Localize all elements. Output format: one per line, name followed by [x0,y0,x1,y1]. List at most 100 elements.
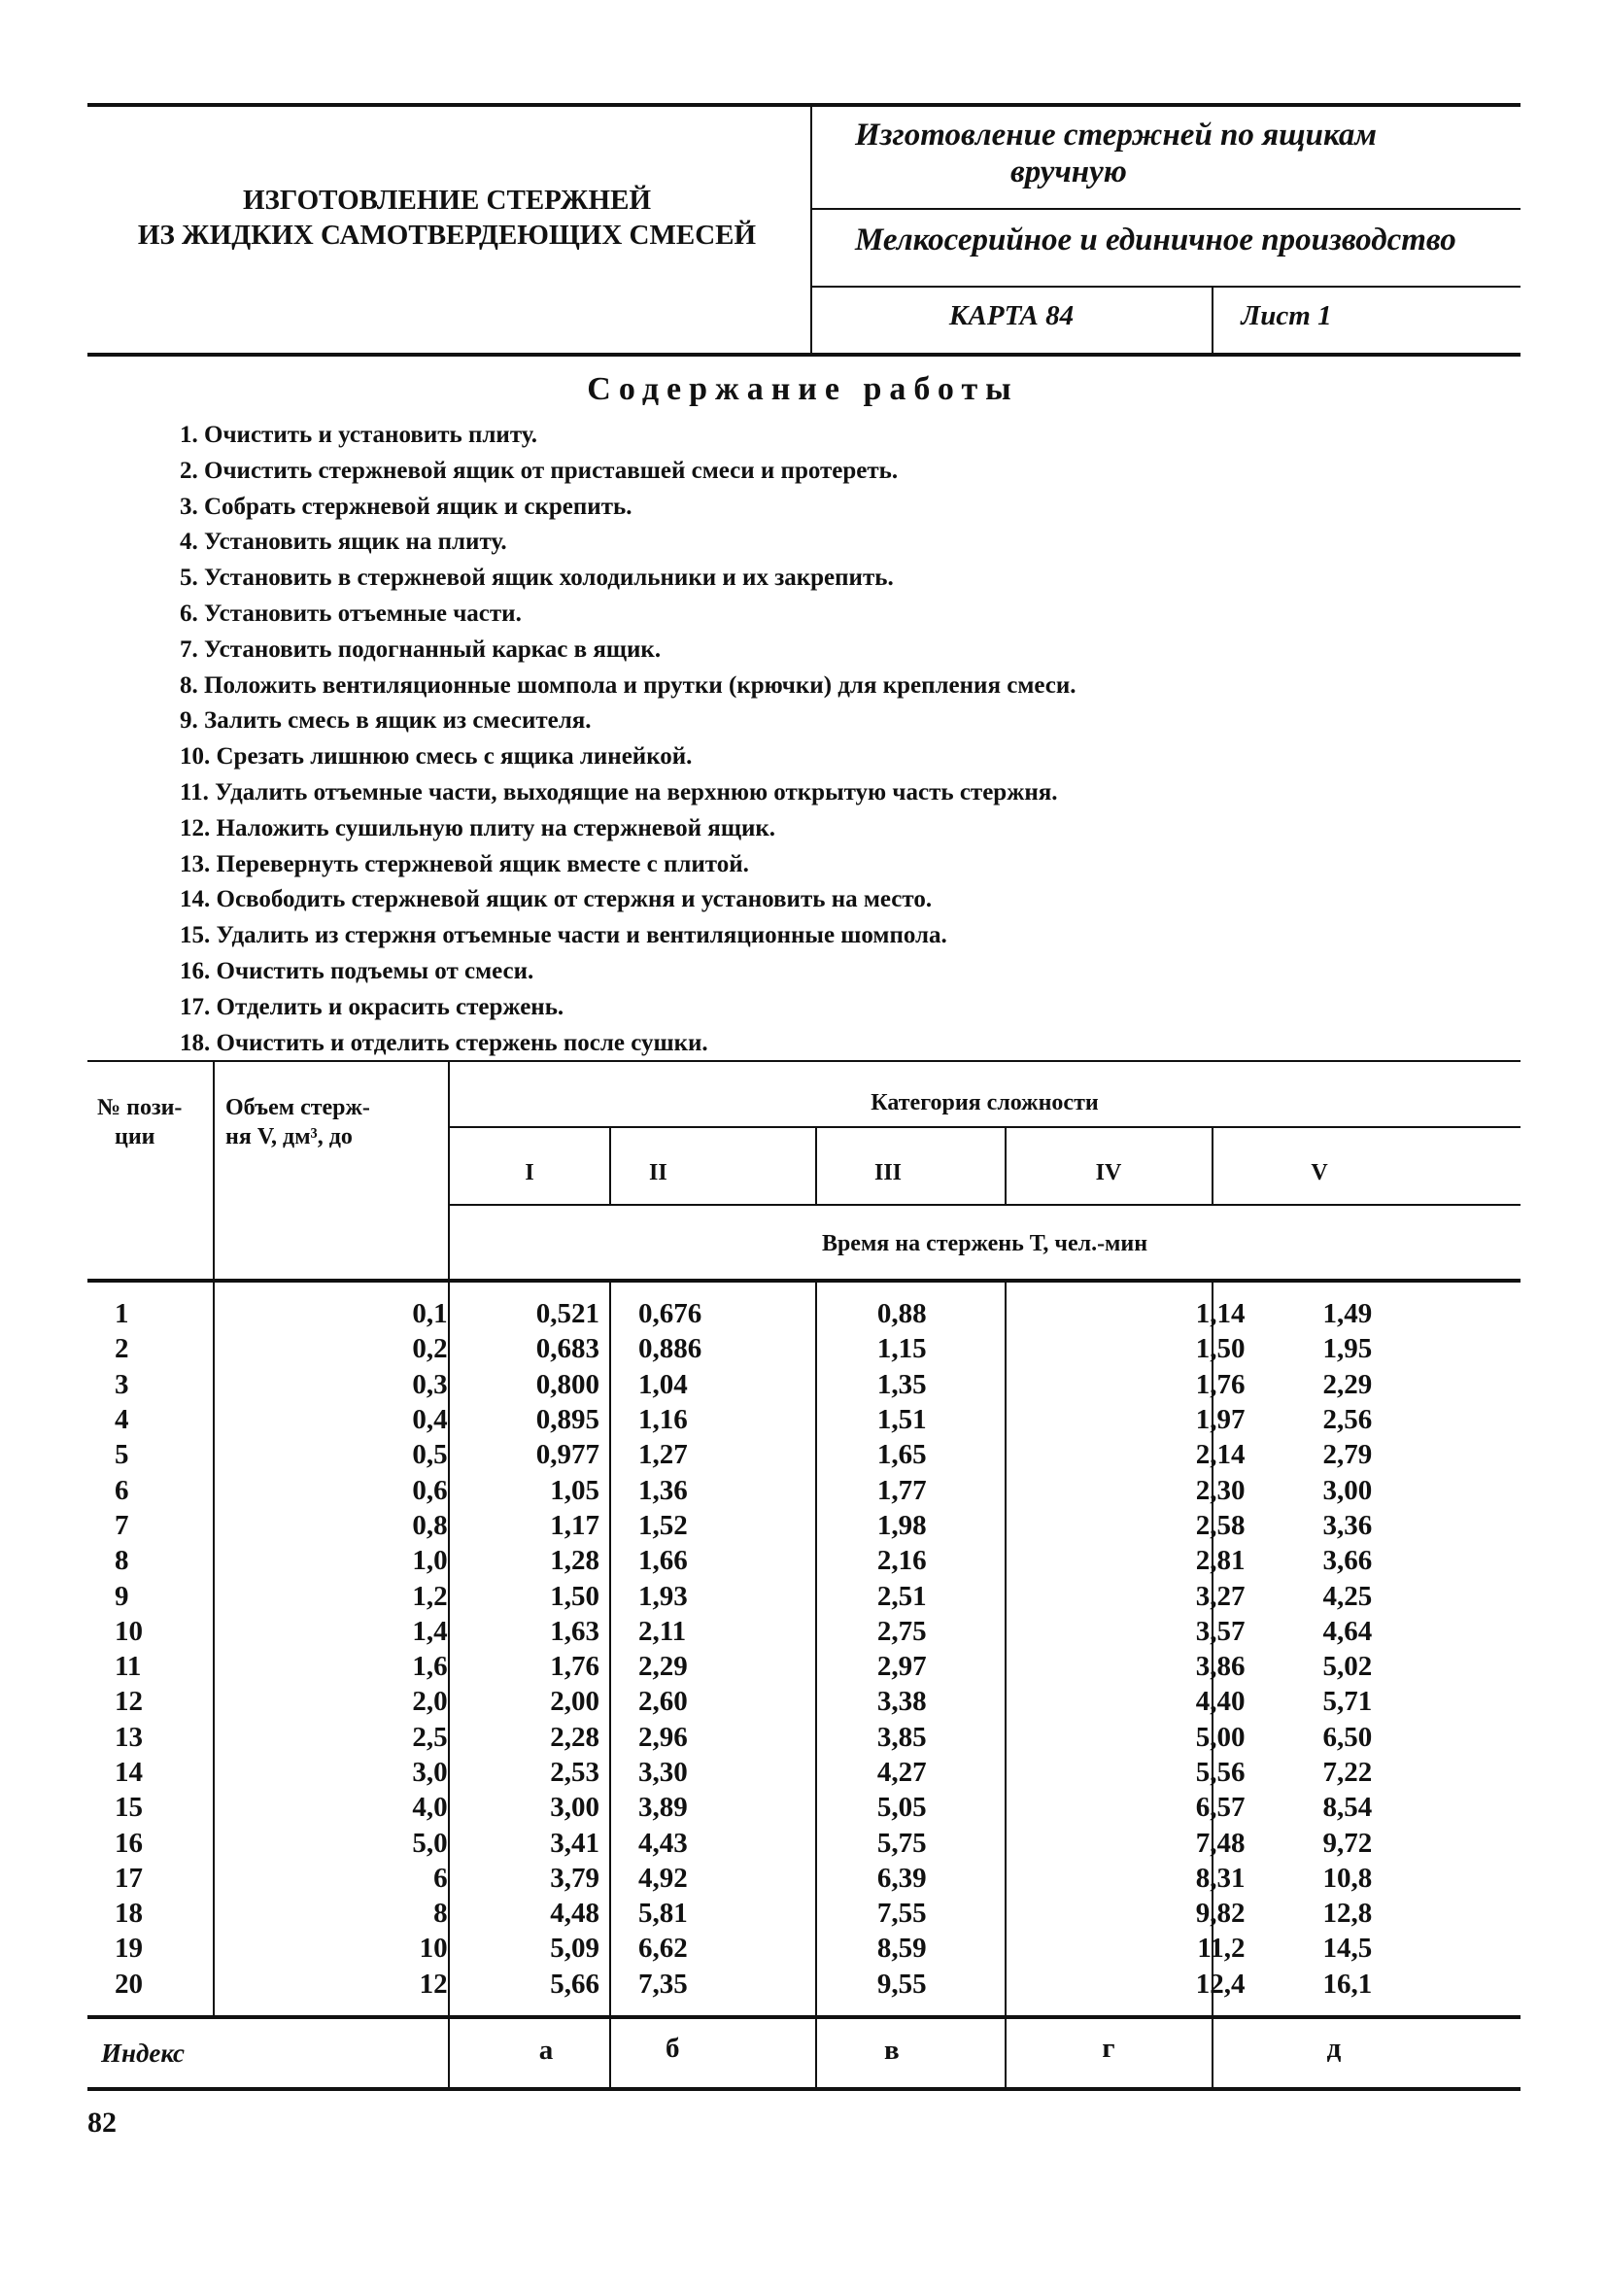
position-cell: 5 [115,1439,129,1471]
time-cell: 3,41 [550,1827,599,1859]
time-cell: 2,16 [876,1545,927,1577]
time-cell: 8,31 [1195,1862,1246,1894]
time-cell: 7,55 [876,1898,927,1930]
time-cell: 3,66 [1322,1545,1373,1577]
table-top-rule [87,1060,1521,1062]
header-end-rule [87,1279,1521,1283]
time-cell: 10,8 [1322,1862,1373,1894]
index-a: а [538,2035,554,2066]
time-cell: 4,40 [1195,1686,1246,1718]
page-number: 82 [87,2107,117,2139]
volume-cell: 1,0 [412,1545,448,1577]
work-steps-list: 1. Очистить и установить плиту. 2. Очисти… [180,418,1076,1061]
time-cell: 1,76 [550,1651,599,1683]
card-sheet-divider [1212,287,1213,355]
position-cell: 19 [115,1933,143,1965]
col-volume-header: Объем стерж- ня V, дм³, до [225,1093,447,1151]
category-II: II [649,1160,667,1185]
work-content-title: Содержание работы [587,371,1019,407]
time-cell: 5,56 [1195,1757,1246,1788]
table-row: 12 2,0 2,00 2,60 3,38 4,40 5,71 [87,1684,1606,1719]
time-cell: 0,886 [637,1333,702,1365]
time-cell: 2,56 [1322,1404,1373,1436]
work-step: 4. Установить ящик на плиту. [180,529,507,556]
table-bottom-rule [87,2087,1521,2091]
col-divider [213,1061,215,2018]
volume-cell: 12 [419,1968,448,2000]
table-row: 13 2,5 2,28 2,96 3,85 5,00 6,50 [87,1720,1606,1755]
position-cell: 17 [115,1862,143,1894]
time-cell: 6,39 [876,1862,927,1894]
time-cell: 2,11 [637,1615,687,1647]
time-cell: 1,76 [1195,1368,1246,1400]
time-cell: 7,48 [1195,1827,1246,1859]
work-step: 9. Залить смесь в ящик из смесителя. [180,707,592,735]
time-cell: 1,65 [876,1439,927,1471]
time-cell: 1,28 [550,1545,599,1577]
header-divider [810,105,812,356]
volume-cell: 2,0 [412,1686,448,1718]
time-cell: 2,28 [550,1721,599,1753]
position-cell: 7 [115,1509,129,1541]
title-line-2: ИЗ ЖИДКИХ САМОТВЕРДЕЮЩИХ СМЕСЕЙ [137,220,757,251]
category-I: I [525,1160,534,1185]
time-cell: 2,29 [637,1651,688,1683]
category-IV: IV [1095,1160,1122,1185]
time-cell: 6,62 [637,1933,688,1965]
position-cell: 18 [115,1898,143,1930]
position-cell: 10 [115,1615,143,1647]
time-cell: 1,50 [550,1580,599,1612]
work-step: 16. Очистить подъемы от смеси. [180,957,534,984]
time-cell: 5,75 [876,1827,927,1859]
work-step: 17. Отделить и окрасить стержень. [180,993,564,1020]
col-divider [815,1281,817,2089]
work-step: 3. Собрать стержневой ящик и скрепить. [180,493,632,520]
time-cell: 6,50 [1322,1721,1373,1753]
col-position-header: № пози- ции [97,1093,212,1151]
time-cell: 6,57 [1195,1792,1246,1824]
time-cell: 2,29 [1322,1368,1373,1400]
time-cell: 1,35 [876,1368,927,1400]
time-cell: 5,71 [1322,1686,1373,1718]
header-text: ня V, дм³, до [225,1124,353,1149]
production-type: Мелкосерийное и единичное производство [855,223,1456,257]
norms-table: 1 0,1 0,521 0,676 0,88 1,14 1,49 2 0,2 0,683 0,886… [87,1296,1606,2002]
time-cell: 16,1 [1322,1968,1373,2000]
time-cell: 0,521 [535,1298,599,1330]
time-cell: 1,95 [1322,1333,1373,1365]
card-number: КАРТА 84 [948,300,1075,331]
table-row: 1 0,1 0,521 0,676 0,88 1,14 1,49 [87,1296,1606,1331]
position-cell: 1 [115,1298,129,1330]
time-cell: 7,35 [637,1968,688,2000]
time-cell: 2,58 [1195,1509,1246,1541]
work-step: 10. Срезать лишнюю смесь с ящика линейко… [180,743,693,771]
time-cell: 9,55 [876,1968,927,2000]
time-cell: 5,81 [637,1898,688,1930]
position-cell: 2 [115,1333,129,1365]
volume-cell: 5,0 [412,1827,448,1859]
volume-cell: 8 [433,1898,448,1930]
time-cell: 1,05 [550,1474,599,1506]
time-cell: 0,977 [535,1439,599,1471]
work-step: 14. Освободить стержневой ящик от стержн… [180,886,933,913]
table-row: 6 0,6 1,05 1,36 1,77 2,30 3,00 [87,1472,1606,1507]
time-cell: 4,92 [637,1862,688,1894]
time-cell: 2,75 [876,1615,927,1647]
volume-cell: 1,6 [412,1651,448,1683]
time-cell: 3,30 [637,1757,688,1788]
col-divider [609,1281,611,2089]
time-cell: 1,14 [1195,1298,1246,1330]
time-cell: 1,93 [637,1580,688,1612]
category-rule [449,1126,1521,1128]
title-line-1: ИЗГОТОВЛЕНИЕ СТЕРЖНЕЙ [242,185,652,216]
time-cell: 9,82 [1195,1898,1246,1930]
time-cell: 5,02 [1322,1651,1373,1683]
time-cell: 8,54 [1322,1792,1373,1824]
time-cell: 0,88 [876,1298,927,1330]
time-cell: 0,683 [535,1333,599,1365]
volume-cell: 0,8 [412,1509,448,1541]
time-cell: 1,98 [876,1509,927,1541]
position-cell: 11 [115,1651,142,1683]
time-cell: 0,676 [637,1298,702,1330]
time-cell: 8,59 [876,1933,927,1965]
